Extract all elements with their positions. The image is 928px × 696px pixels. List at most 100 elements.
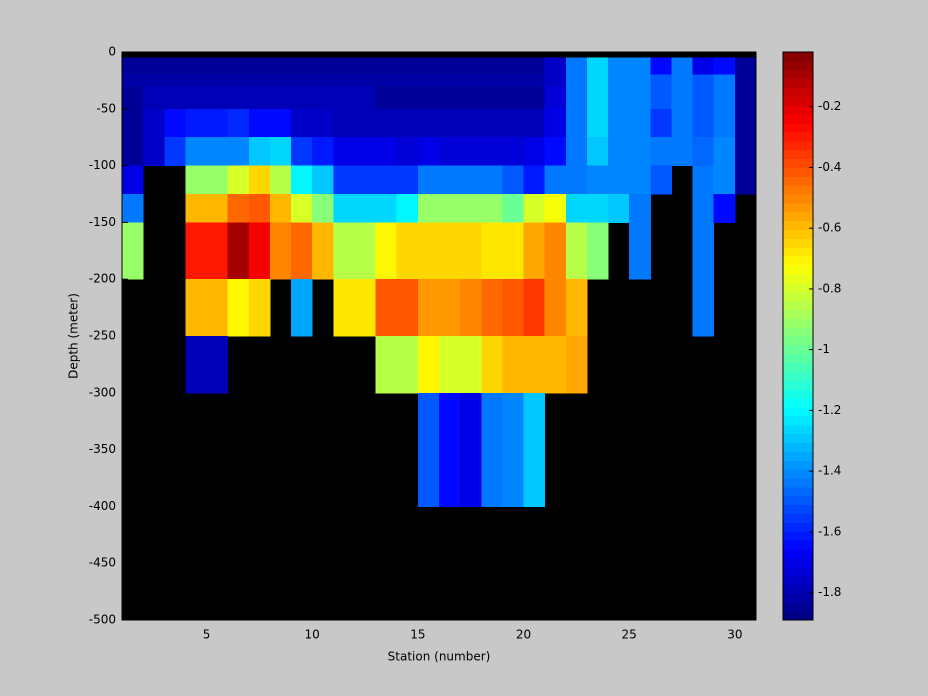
colorbar-swatch [783,424,813,435]
y-tick-label: -200 [89,272,116,286]
cell [333,279,355,337]
cell [333,108,355,138]
cell [396,222,419,280]
cell [502,74,525,87]
colorbar-swatch [783,123,813,133]
colorbar-swatch [783,96,813,106]
cell [143,86,165,110]
cell [439,165,461,195]
x-tick-label: 5 [203,628,211,642]
cell [629,222,651,280]
cell [185,336,208,394]
cell [291,57,313,76]
cell [523,165,546,195]
colorbar-swatch [783,495,813,506]
cell [206,137,229,167]
colorbar-tick-label: -1 [818,342,830,356]
cell [439,108,461,138]
colorbar-swatch [783,149,813,159]
colorbar-swatch [783,282,813,293]
colorbar-swatch [783,540,813,550]
cell [544,86,567,110]
colorbar-swatch [783,371,813,381]
cell [333,194,355,223]
cell [439,222,461,280]
cell [417,165,440,195]
cell [460,165,482,195]
colorbar-tick-label: -0.4 [818,160,841,174]
cell [122,108,144,138]
cell [248,222,271,280]
cell [713,74,736,87]
cell [460,279,482,337]
cell [544,137,567,167]
cell [544,222,567,280]
cell [291,74,313,87]
cell [629,137,651,167]
cell [375,222,398,280]
cell [608,165,630,195]
cell [523,392,546,507]
cell [164,57,186,76]
cell [629,86,651,110]
y-tick-label: -300 [89,385,116,399]
cell [460,194,482,223]
cell [502,137,525,167]
cell [713,165,736,195]
cell [439,392,461,507]
cell [291,279,313,337]
cell [269,108,292,138]
colorbar-swatch [783,185,813,195]
cell [227,86,250,110]
cell [439,86,461,110]
cell [354,137,377,167]
colorbar-swatch [783,318,813,328]
cell [481,86,503,110]
colorbar-swatch [783,557,813,568]
colorbar-tick-label: -0.6 [818,221,841,235]
y-tick-label: -100 [89,158,116,172]
cell [185,57,208,76]
cell [692,137,715,167]
cell [291,165,313,195]
cell [143,57,165,76]
cell [671,108,694,138]
cell [375,336,398,394]
cell [185,74,208,87]
colorbar-swatch [783,60,813,71]
colorbar-swatch [783,229,813,239]
cell [354,165,377,195]
cell [460,336,482,394]
cell [481,165,503,195]
cell [650,86,672,110]
cell [650,74,672,87]
cell [439,279,461,337]
colorbar-swatch [783,380,813,390]
cell [650,165,672,195]
colorbar-swatch [783,220,813,230]
cell [586,74,609,87]
cell [143,74,165,87]
cell [206,165,229,195]
cell [122,57,144,76]
colorbar-swatch [783,211,813,222]
cell [206,74,229,87]
cell [439,57,461,76]
cell [354,57,377,76]
cell [248,57,271,76]
cell [164,137,186,167]
cell [502,165,525,195]
cell [312,108,334,138]
y-tick-label: -50 [96,101,116,115]
cell [608,57,630,76]
cell [396,279,419,337]
colorbar-swatch [783,167,813,177]
colorbar-swatch [783,238,813,248]
y-tick-label: -400 [89,499,116,513]
cell [417,86,440,110]
cell [629,74,651,87]
cell [333,74,355,87]
cell [523,336,546,394]
cell [481,137,503,167]
